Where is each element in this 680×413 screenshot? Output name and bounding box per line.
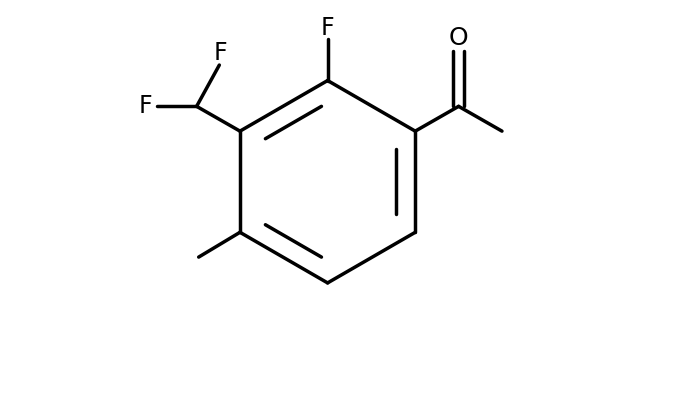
Text: F: F xyxy=(138,94,152,119)
Text: O: O xyxy=(449,26,469,50)
Text: F: F xyxy=(321,16,335,40)
Text: F: F xyxy=(214,41,227,66)
